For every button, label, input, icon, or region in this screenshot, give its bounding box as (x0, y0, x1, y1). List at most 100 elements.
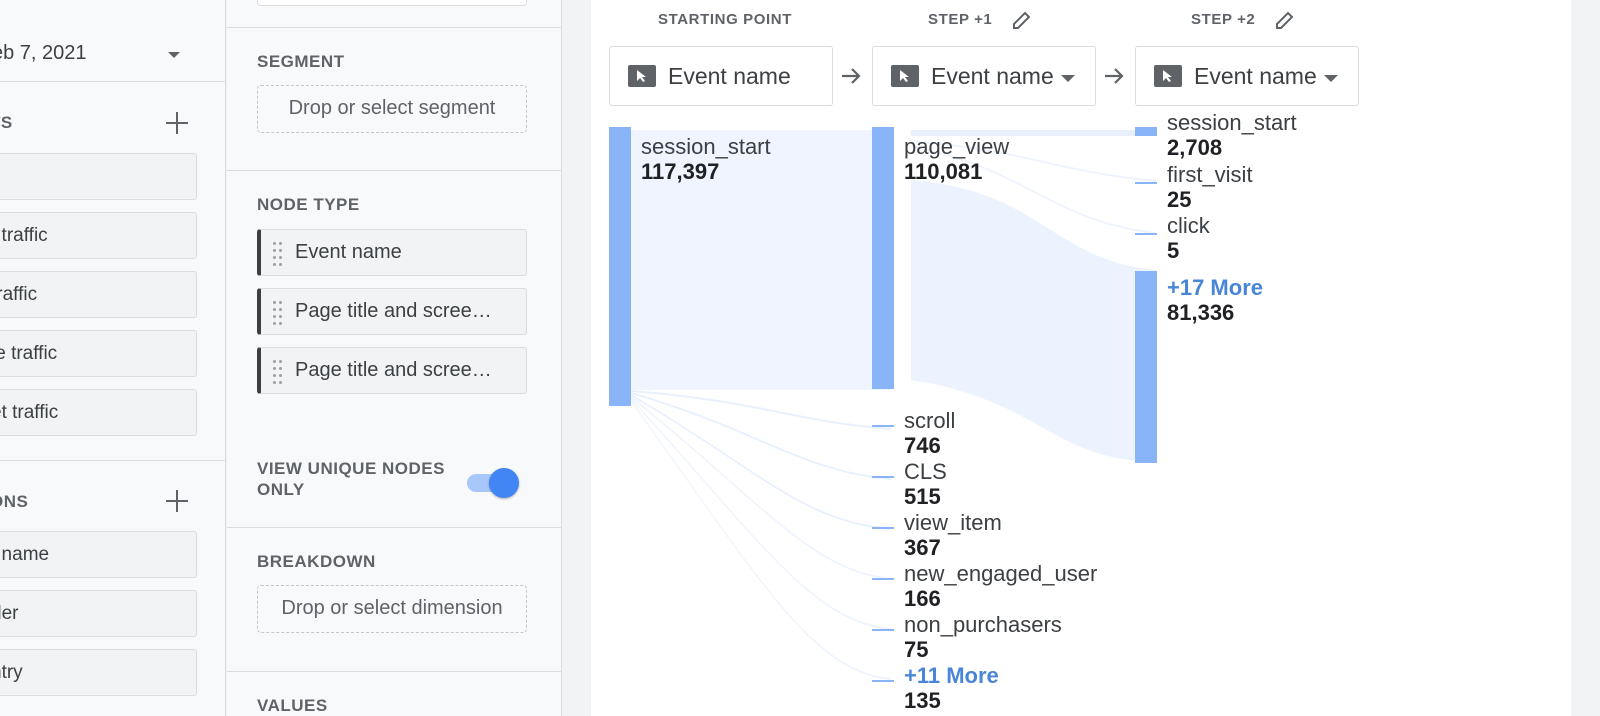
node-bar-more-step2[interactable] (1135, 271, 1157, 463)
drag-handle-icon[interactable] (273, 360, 283, 384)
tab-settings-panel: SEGMENT Drop or select segment NODE TYPE… (227, 0, 562, 716)
values-label: VALUES (257, 696, 328, 715)
segments-header: TS (0, 113, 13, 132)
node-name[interactable]: CLS (904, 459, 947, 484)
path-exploration: STARTING POINT STEP +1 STEP +2 Event nam… (591, 0, 1571, 716)
technique-selector[interactable] (257, 0, 527, 6)
flow-to-view-item (631, 394, 891, 530)
segment-label: SEGMENT (257, 52, 345, 71)
segment-drop-zone[interactable]: Drop or select segment (257, 85, 527, 133)
node-value: 25 (1167, 187, 1192, 212)
variables-panel: eb 7, 2021 TS t traffic traffic le traff… (0, 0, 226, 716)
node-value: 81,336 (1167, 300, 1235, 325)
dimensions-header: ONS (0, 492, 29, 511)
node-name[interactable]: click (1167, 213, 1210, 238)
node-bar-page-view[interactable] (872, 127, 894, 389)
node-name[interactable]: new_engaged_user (904, 561, 1098, 586)
step-node-type-text: Event name (1194, 63, 1317, 89)
segment-chip[interactable]: t traffic (0, 212, 197, 259)
node-bar-session-start-step2[interactable] (1135, 127, 1157, 136)
node-tick (872, 680, 894, 682)
node-value: 110,081 (904, 159, 983, 184)
step-node-type-start[interactable]: Event name (609, 46, 833, 106)
node-type-label: Page title and scree… (295, 359, 492, 381)
add-segment-icon[interactable] (166, 112, 188, 134)
unique-nodes-label-line2: ONLY (257, 480, 305, 499)
node-name[interactable]: view_item (904, 510, 1002, 535)
drag-handle-icon[interactable] (273, 242, 283, 266)
node-type-label: Page title and scree… (295, 300, 492, 322)
node-type-chip[interactable]: Page title and scree… (257, 288, 527, 335)
node-type-label: NODE TYPE (257, 195, 360, 214)
divider (0, 81, 226, 82)
date-range-text: eb 7, 2021 (0, 42, 87, 64)
step-label-start: STARTING POINT (658, 11, 792, 28)
segment-chip[interactable]: le traffic (0, 330, 197, 377)
node-type-label: Event name (295, 241, 402, 263)
node-value: 5 (1167, 238, 1180, 263)
step-node-type-text: Event name (668, 63, 791, 89)
breakdown-drop-zone[interactable]: Drop or select dimension (257, 585, 527, 633)
node-tick (1135, 233, 1157, 235)
flow-page-view-to-session-start (911, 130, 1156, 136)
node-value: 367 (904, 535, 941, 560)
step-label-1: STEP +1 (928, 11, 993, 28)
step-node-type-1[interactable]: Event name (872, 46, 1096, 106)
unique-nodes-label: VIEW UNIQUE NODES (257, 459, 445, 478)
dimension-chip[interactable]: t name (0, 531, 197, 578)
date-range-selector[interactable]: eb 7, 2021 (0, 28, 200, 80)
node-tick (872, 476, 894, 478)
divider (0, 460, 226, 461)
node-name[interactable]: session_start (1167, 110, 1297, 135)
node-type-chip[interactable]: Event name (257, 229, 527, 276)
flow-to-non-purchasers (631, 398, 891, 630)
scrollbar[interactable] (1585, 0, 1600, 716)
segment-chip[interactable]: et traffic (0, 389, 197, 436)
unique-nodes-toggle[interactable] (467, 464, 521, 498)
node-value: 75 (904, 637, 929, 662)
breakdown-label: BREAKDOWN (257, 552, 376, 571)
arrow-right-icon (1102, 66, 1126, 86)
cursor-icon (1154, 65, 1182, 87)
divider (227, 671, 562, 672)
node-bar-session-start[interactable] (609, 127, 631, 406)
flow-to-scroll (631, 390, 891, 430)
flow-to-cls (631, 392, 891, 480)
node-name[interactable]: scroll (904, 408, 956, 433)
node-value: 2,708 (1167, 135, 1223, 160)
node-tick (872, 578, 894, 580)
node-name[interactable]: non_purchasers (904, 612, 1062, 637)
node-name[interactable]: page_view (904, 134, 1010, 159)
flow-to-new-engaged-user (631, 396, 891, 580)
flow-session-start-to-page-view (631, 130, 891, 390)
divider (227, 170, 562, 171)
node-tick (872, 527, 894, 529)
divider (227, 27, 562, 28)
node-value: 117,397 (641, 159, 720, 184)
path-flow-graph (609, 127, 1157, 680)
node-value: 135 (904, 688, 941, 713)
node-type-chip[interactable]: Page title and scree… (257, 347, 527, 394)
add-dimension-icon[interactable] (166, 490, 188, 512)
exploration-canvas: STARTING POINT STEP +1 STEP +2 Event nam… (563, 0, 1593, 716)
node-name[interactable]: session_start (641, 134, 771, 159)
drag-handle-icon[interactable] (273, 301, 283, 325)
more-nodes-link[interactable]: +11 More (904, 663, 999, 688)
dimension-chip[interactable]: ntry (0, 649, 197, 696)
toggle-knob (489, 468, 519, 498)
node-tick (1135, 182, 1157, 184)
node-name[interactable]: first_visit (1167, 162, 1253, 187)
arrow-right-icon (839, 66, 863, 86)
edit-step-1-icon[interactable] (1011, 9, 1033, 31)
step-label-2: STEP +2 (1191, 11, 1256, 28)
edit-step-2-icon[interactable] (1274, 9, 1296, 31)
segment-chip[interactable] (0, 153, 197, 200)
step-node-type-2[interactable]: Event name (1135, 46, 1359, 106)
cursor-icon (891, 65, 919, 87)
segment-chip[interactable]: traffic (0, 271, 197, 318)
chevron-down-icon (1324, 75, 1338, 82)
node-tick (872, 629, 894, 631)
dimension-chip[interactable]: der (0, 590, 197, 637)
more-nodes-link[interactable]: +17 More (1167, 275, 1263, 300)
